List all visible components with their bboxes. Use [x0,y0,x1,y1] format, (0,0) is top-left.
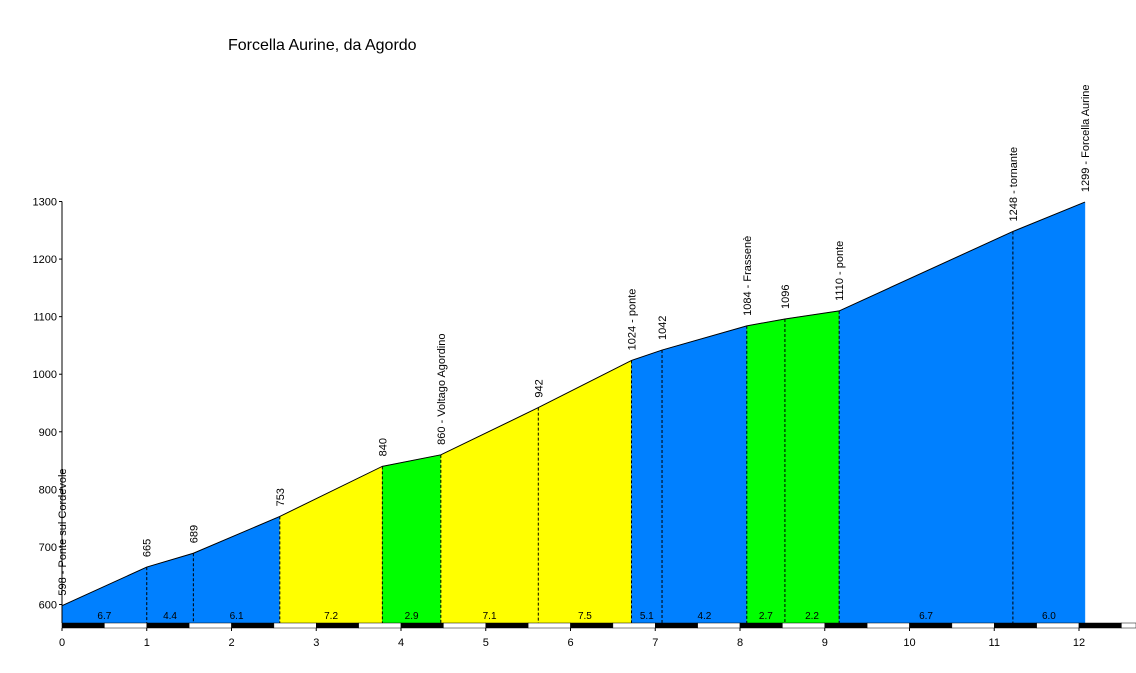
y-tick-label: 900 [39,427,57,439]
segment-gradient-label: 2.2 [805,611,819,622]
segment-gradient-label: 7.1 [483,611,497,622]
segment-fill [382,454,442,624]
x-tick-label: 7 [652,637,658,649]
profile-line [61,201,1086,607]
point-label: 665 [142,539,154,557]
segment-gradient-label: 2.7 [759,611,773,622]
segment-fills [61,201,1086,624]
segment-fill [631,349,663,624]
y-tick-label: 1000 [33,369,57,381]
x-tick-label: 0 [59,637,65,649]
distance-bar-block [739,622,783,629]
x-tick-label: 1 [144,637,150,649]
point-label: 1110 - ponte [834,241,846,301]
distance-bar-block [485,622,529,629]
point-label: 840 [377,438,389,456]
distance-bar-block [400,622,444,629]
distance-bar-block [1078,622,1122,629]
x-axis-ticks: 0 1 2 3 4 5 6 7 8 9 10 11 12 [59,628,1085,649]
y-tick-label: 1100 [33,312,57,324]
segment-fill [838,231,1014,624]
segment-gradient-label: 6.7 [919,611,933,622]
distance-bar-block [527,622,571,629]
x-tick-label: 3 [313,637,319,649]
distance-bar-block [273,622,317,629]
y-tick-label: 800 [39,484,57,496]
segment-gradient-label: 7.2 [324,611,338,622]
point-label: 1299 - Forcella Aurine [1080,84,1092,192]
distance-bar-block [231,622,275,629]
y-tick-label: 1300 [33,197,57,209]
x-tick-label: 12 [1073,637,1085,649]
segment-fill [279,465,383,624]
segment-fill [1012,201,1086,624]
point-label: 942 [533,379,545,397]
segment-gradient-label: 2.9 [405,611,419,622]
distance-bar-block [824,622,868,629]
point-label: 753 [275,488,287,506]
x-tick-label: 4 [398,637,404,649]
axes [61,201,1136,629]
distance-bar-block [358,622,402,629]
point-label: 1096 [780,284,792,308]
distance-bar-block [316,622,359,629]
x-tick-label: 9 [822,637,828,649]
x-tick-label: 6 [567,637,573,649]
y-axis-ticks: 600 700 800 900 1000 1100 1200 1300 [33,197,62,612]
x-tick-label: 10 [903,637,915,649]
distance-bar-block [104,622,147,629]
segment-fill [661,325,748,624]
point-label: 1024 - ponte [627,289,639,351]
point-labels: 598 - Ponte sul Cordevole 665 689 753 840 860… [57,84,1092,595]
distance-bar-block [697,622,741,629]
distance-bar-block [443,622,486,629]
distance-bar-block [655,622,698,629]
point-label: 1084 - Frassenè [742,236,754,316]
x-tick-label: 2 [228,637,234,649]
distance-bar-block [61,622,105,629]
y-tick-label: 1200 [33,254,57,266]
profile-outline [61,201,1086,607]
y-tick-label: 600 [39,600,57,612]
segment-fill [538,359,632,624]
segment-gradient-label: 6.0 [1042,611,1056,622]
x-tick-label: 8 [737,637,743,649]
distance-bar-block [612,622,656,629]
segment-gradient-label: 6.1 [230,611,244,622]
distance-bar-block [146,622,190,629]
chart-title: Forcella Aurine, da Agordo [228,37,417,54]
segment-dividers [146,231,1014,623]
x-tick-label: 5 [483,637,489,649]
segment-gradient-label: 7.5 [578,611,592,622]
distance-bar-block [782,622,825,629]
point-label: 860 - Voltago Agordino [436,334,448,445]
point-label: 1042 [657,316,669,340]
distance-bar-block [994,622,1037,629]
segment-gradient-label: 6.7 [97,611,111,622]
distance-bar-block [866,622,910,629]
segment-gradient-label: 4.4 [163,611,177,622]
distance-bar-block [570,622,614,629]
distance-bar-block [188,622,232,629]
segment-gradients: 6.7 4.4 6.1 7.2 2.9 7.1 7.5 5.1 4.2 2.7 2.2 6.7 6.0 [97,611,1056,622]
segment-fill [746,318,786,624]
segment-gradient-label: 4.2 [697,611,711,622]
point-label: 689 [188,525,200,543]
y-tick-label: 700 [39,542,57,554]
point-label: 1248 - tornante [1008,147,1020,222]
distance-bar-block [951,622,995,629]
distance-bar-block [909,622,953,629]
segment-fill [193,516,281,624]
segment-fill [784,310,840,624]
segment-gradient-label: 5.1 [640,611,654,622]
point-label: 598 - Ponte sul Cordevole [57,468,69,595]
segment-fill [440,407,539,624]
distance-bar-block [1121,622,1136,629]
distance-bar-block [1036,622,1080,629]
x-tick-label: 11 [989,637,1000,649]
